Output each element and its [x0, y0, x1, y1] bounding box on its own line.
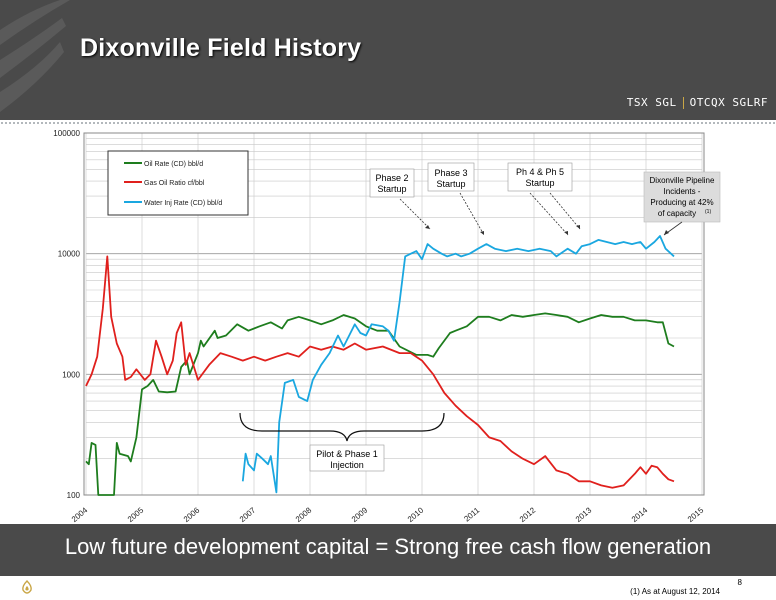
y-tick-label: 1000 — [62, 370, 80, 379]
pilot-brace — [239, 412, 445, 442]
annotation-pipeline: Dixonville Pipeline Incidents - Producin… — [643, 171, 721, 236]
y-tick-label: 10000 — [58, 250, 81, 259]
annotation-phase2-line2: Startup — [377, 184, 406, 194]
footer-band — [0, 524, 776, 576]
annotation-ph45-line2: Startup — [525, 178, 554, 188]
stock-ticker: TSX SGL OTCQX SGLRF — [627, 96, 768, 109]
annotation-pipeline-line2: Incidents - — [664, 187, 701, 196]
legend-label-gas: Gas Oil Ratio cf/bbl — [144, 180, 205, 187]
annotation-pipeline-line3: Producing at 42% — [650, 198, 713, 207]
ticker-separator — [682, 96, 684, 109]
y-axis: 100 1000 10000 100000 — [53, 129, 80, 500]
annotation-phase3-line1: Phase 3 — [434, 168, 467, 178]
annotation-phase2-line1: Phase 2 — [375, 173, 408, 183]
header-band: Dixonville Field History TSX SGL OTCQX S… — [0, 0, 776, 120]
legend-label-oil: Oil Rate (CD) bbl/d — [144, 161, 203, 168]
ticker-tsx: TSX SGL — [626, 96, 677, 109]
annotation-pilot: Pilot & Phase 1 Injection — [239, 412, 445, 472]
chart-legend: Oil Rate (CD) bbl/d Gas Oil Ratio cf/bbl… — [107, 150, 249, 216]
annotation-pipeline-line4: of capacity — [658, 209, 696, 218]
company-logo-watermark — [0, 0, 70, 112]
footer-logo-icon — [22, 580, 32, 594]
annotation-pilot-line2: Injection — [330, 460, 364, 470]
footnote: (1) As at August 12, 2014 — [630, 587, 720, 596]
chart-series — [85, 235, 675, 496]
annotation-phase3-line2: Startup — [436, 179, 465, 189]
field-history-chart: 100 1000 10000 100000 2004 2005 2006 2007 2008 2… — [0, 125, 776, 525]
series-water-injection — [241, 235, 675, 494]
y-tick-label: 100 — [67, 491, 81, 500]
annotation-pipeline-superscript: (1) — [705, 209, 711, 215]
y-tick-label: 100000 — [53, 129, 80, 138]
page-title: Dixonville Field History — [80, 34, 362, 62]
ticker-otcqx: OTCQX SGLRF — [689, 96, 768, 109]
annotation-ph45-line1: Ph 4 & Ph 5 — [516, 167, 564, 177]
series-oil-rate — [85, 312, 675, 496]
legend-label-water: Water Inj Rate (CD) bbl/d — [144, 200, 222, 207]
page-number: 8 — [737, 578, 742, 587]
plot-frame — [83, 132, 705, 496]
footer-tagline: Low future development capital = Strong … — [64, 534, 712, 559]
dotted-divider — [0, 121, 776, 125]
annotation-phase2: Phase 2 Startup — [369, 168, 431, 230]
annotation-ph45: Ph 4 & Ph 5 Startup — [507, 162, 581, 236]
annotation-phase3: Phase 3 Startup — [427, 162, 485, 236]
annotation-pipeline-line1: Dixonville Pipeline — [650, 176, 715, 185]
annotation-pilot-line1: Pilot & Phase 1 — [316, 449, 378, 459]
